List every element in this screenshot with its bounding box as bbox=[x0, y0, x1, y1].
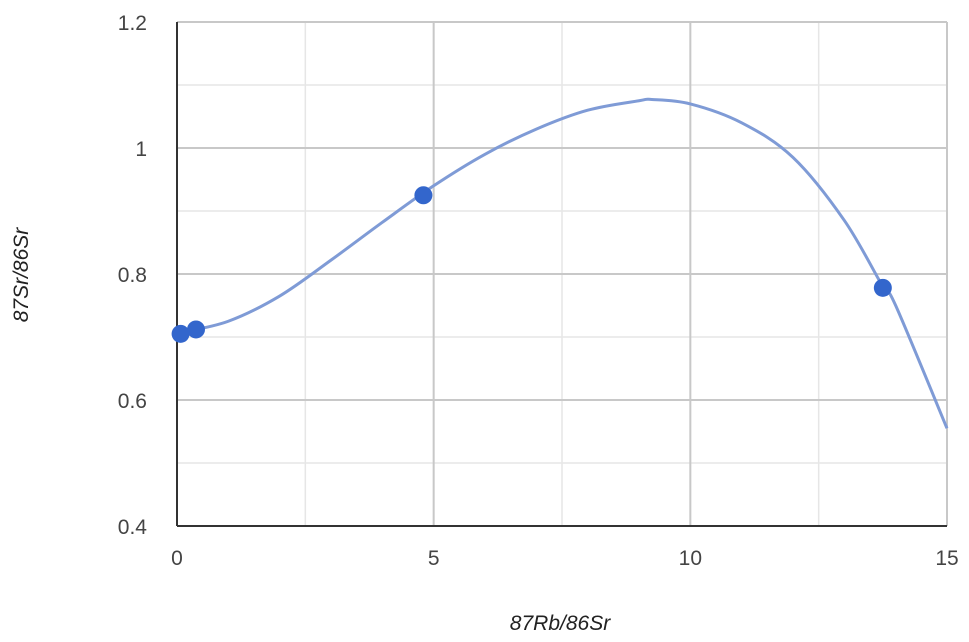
x-tick-label-2: 10 bbox=[679, 547, 702, 570]
y-tick-label-3: 1 bbox=[135, 138, 147, 161]
x-tick-labels: 0 5 10 15 bbox=[171, 547, 959, 570]
data-point-2 bbox=[414, 186, 433, 205]
axes bbox=[176, 22, 947, 527]
y-tick-label-2: 0.8 bbox=[118, 264, 147, 287]
y-tick-label-4: 1.2 bbox=[118, 12, 147, 35]
y-tick-label-0: 0.4 bbox=[118, 516, 148, 539]
trendline-group bbox=[180, 97, 949, 429]
x-tick-label-1: 5 bbox=[428, 547, 440, 570]
y-tick-labels: 0.4 0.6 0.8 1 1.2 bbox=[118, 12, 148, 539]
data-point-1 bbox=[186, 320, 205, 339]
y-tick-label-1: 0.6 bbox=[118, 390, 147, 413]
y-axis-title: 87Sr/86Sr bbox=[10, 227, 33, 323]
data-point-3 bbox=[873, 278, 892, 297]
trendline bbox=[180, 97, 949, 429]
x-tick-label-3: 15 bbox=[935, 547, 958, 570]
minor-gridlines bbox=[177, 22, 947, 526]
data-point-0 bbox=[171, 324, 190, 343]
major-gridlines bbox=[177, 21, 948, 526]
x-tick-label-0: 0 bbox=[171, 547, 183, 570]
x-axis-title: 87Rb/86Sr bbox=[510, 612, 611, 635]
data-points bbox=[171, 186, 892, 343]
